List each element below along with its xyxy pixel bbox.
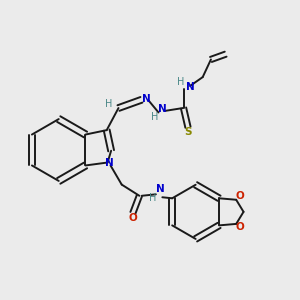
Text: N: N [142, 94, 151, 104]
Text: N: N [105, 158, 113, 167]
Text: N: N [158, 104, 167, 114]
Text: H: H [177, 77, 184, 87]
Text: H: H [148, 193, 156, 203]
Text: H: H [105, 99, 113, 109]
Text: O: O [128, 213, 137, 223]
Text: O: O [236, 191, 245, 201]
Text: H: H [151, 112, 159, 122]
Text: N: N [156, 184, 164, 194]
Text: O: O [236, 222, 245, 233]
Text: N: N [186, 82, 194, 92]
Text: S: S [184, 128, 192, 137]
